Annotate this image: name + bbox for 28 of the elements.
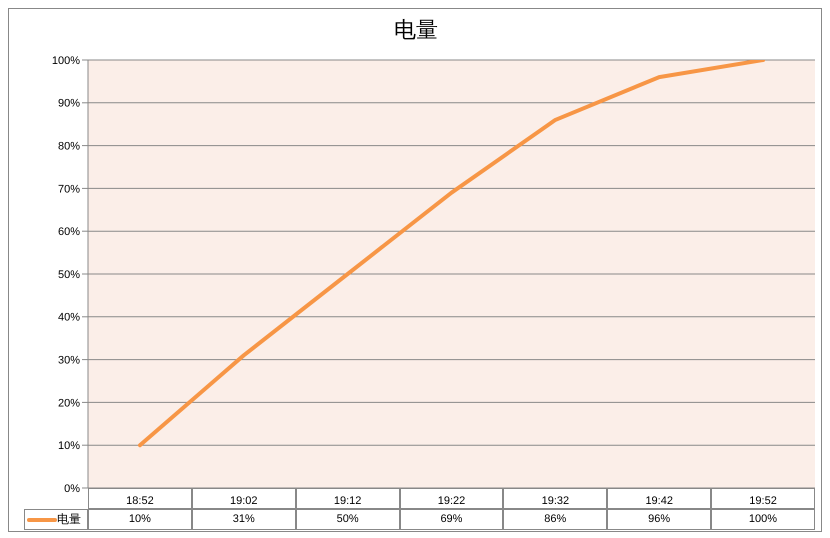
y-tick-label: 20% xyxy=(58,397,80,410)
data-label: 50% xyxy=(296,509,400,530)
chart-title: 电量 xyxy=(393,16,439,44)
y-tick-label: 0% xyxy=(64,482,80,495)
x-tick-label: 18:52 xyxy=(126,494,154,507)
data-label: 86% xyxy=(503,509,608,530)
data-label: 31% xyxy=(192,509,296,530)
legend-label: 电量 xyxy=(57,511,81,528)
y-tick-label: 100% xyxy=(52,54,80,67)
x-tick-label: 19:02 xyxy=(230,494,258,507)
data-label: 96% xyxy=(607,509,712,530)
data-label: 100% xyxy=(711,509,815,530)
y-tick-label: 70% xyxy=(58,183,80,196)
y-tick-label: 40% xyxy=(58,312,80,324)
x-tick-label: 19:12 xyxy=(334,494,362,507)
x-tick-label: 19:52 xyxy=(749,494,777,507)
y-tick-label: 80% xyxy=(58,140,80,153)
x-tick-label: 19:32 xyxy=(542,494,570,507)
data-label: 10% xyxy=(88,509,192,530)
y-tick-label: 50% xyxy=(58,268,80,281)
y-tick-label: 60% xyxy=(58,226,80,238)
line-series xyxy=(138,60,766,448)
y-tick-label: 10% xyxy=(58,440,80,452)
y-tick-label: 90% xyxy=(58,98,80,110)
data-label: 69% xyxy=(400,509,504,530)
x-tick-label: 19:42 xyxy=(645,494,673,507)
y-tick-label: 30% xyxy=(58,354,80,367)
x-tick-label: 19:22 xyxy=(438,494,466,507)
